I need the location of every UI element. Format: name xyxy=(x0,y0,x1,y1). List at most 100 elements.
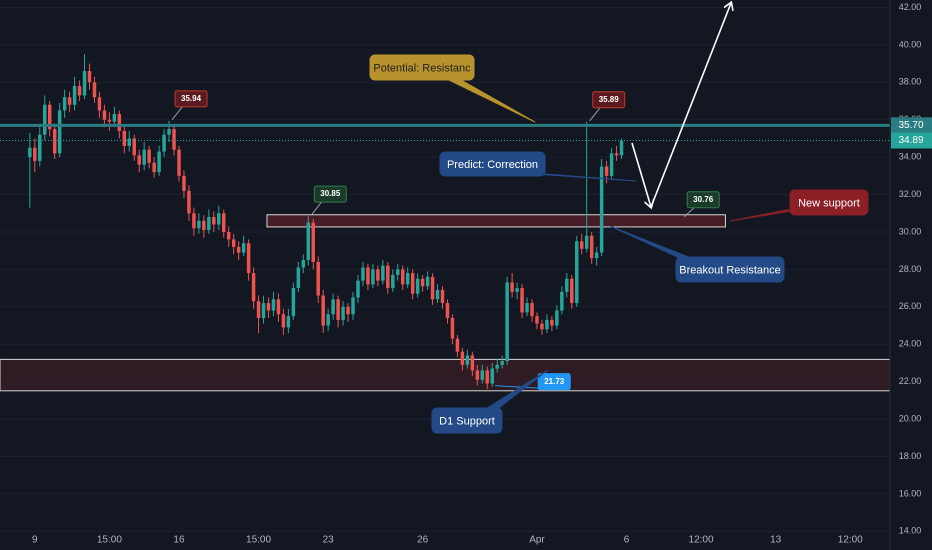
candle-body xyxy=(207,217,211,231)
candle-body xyxy=(127,138,132,146)
candle-body xyxy=(594,252,599,259)
candle-body xyxy=(579,241,584,249)
candle-body xyxy=(57,110,62,154)
candle-body xyxy=(326,314,330,326)
candle-body xyxy=(276,299,281,315)
candle-body xyxy=(435,289,440,300)
candle-body xyxy=(212,217,216,225)
candle-body xyxy=(167,129,171,135)
candle-body xyxy=(266,303,271,311)
annotation-box xyxy=(369,54,475,81)
candle-body xyxy=(162,134,166,152)
candle-body xyxy=(505,282,509,362)
callout-box xyxy=(686,191,720,209)
y-tick-label: 28.00 xyxy=(899,264,922,274)
candle-body xyxy=(47,104,52,130)
candle-body xyxy=(341,306,345,320)
candle-body xyxy=(604,166,609,176)
callout-label: 21.73 xyxy=(544,377,565,386)
callout-pointer xyxy=(683,206,696,218)
candle-body xyxy=(480,370,485,380)
candle-body xyxy=(231,239,236,247)
candle-body xyxy=(565,278,569,292)
y-tick-label: 32.00 xyxy=(899,189,922,199)
x-tick-label: 16 xyxy=(173,535,185,546)
candle-body xyxy=(490,368,494,384)
candle-body xyxy=(515,288,519,292)
candle-body xyxy=(172,129,176,150)
candle-body xyxy=(425,276,430,287)
candle-body xyxy=(316,261,320,296)
y-tick-label: 38.00 xyxy=(899,77,922,87)
candle-body xyxy=(361,267,365,281)
candle-body xyxy=(589,235,594,259)
candle-body xyxy=(560,291,564,311)
candle-body xyxy=(386,265,390,289)
candle-body xyxy=(555,310,559,326)
candle-body xyxy=(535,316,539,324)
annotation-text: Breakout Resistance xyxy=(679,264,781,276)
callout-box xyxy=(537,373,571,391)
candle-body xyxy=(241,243,246,253)
candle-body xyxy=(77,86,82,96)
callout-box xyxy=(313,185,347,203)
x-tick-label: 6 xyxy=(624,535,630,546)
zone xyxy=(266,214,726,228)
candle-body xyxy=(619,140,624,156)
candle-body xyxy=(391,275,395,289)
candle-body xyxy=(420,278,425,287)
candle-body xyxy=(187,190,191,214)
candle-body xyxy=(132,138,136,156)
candle-body xyxy=(381,265,385,281)
price-label: 35.70 xyxy=(898,120,923,131)
candle-body xyxy=(43,104,47,135)
last-price-box xyxy=(891,132,932,149)
last-price-label: 34.89 xyxy=(898,135,923,146)
candle-body xyxy=(291,288,296,317)
x-tick-label: 13 xyxy=(770,535,782,546)
candle-body xyxy=(400,269,405,285)
candle-body xyxy=(570,278,574,304)
candle-body xyxy=(396,269,400,275)
candle-body xyxy=(336,299,340,320)
zones xyxy=(0,214,891,392)
candle-body xyxy=(52,129,57,154)
candle-body xyxy=(346,306,350,315)
candle-body xyxy=(67,97,72,105)
candle-body xyxy=(107,119,112,122)
candle-body xyxy=(371,269,375,285)
candle-body xyxy=(122,130,127,146)
prediction-arrow-up xyxy=(650,3,731,208)
candle-body xyxy=(97,97,102,111)
callout-label: 35.94 xyxy=(181,94,202,103)
candle-body xyxy=(311,222,315,262)
annotation-text: Potential: Resistanc xyxy=(373,62,471,74)
y-tick-label: 22.00 xyxy=(899,376,922,386)
candle-body xyxy=(455,338,460,352)
candle-body xyxy=(112,114,117,122)
y-tick-label: 14.00 xyxy=(899,526,922,536)
candle-body xyxy=(495,364,499,369)
zone xyxy=(0,358,891,392)
candle-body xyxy=(246,243,251,274)
candle-body xyxy=(321,295,325,326)
prediction-arrow-down xyxy=(631,142,651,207)
candle-body xyxy=(281,314,286,328)
candle-body xyxy=(450,318,455,339)
y-tick-label: 26.00 xyxy=(899,301,922,311)
candle-body xyxy=(152,162,156,173)
candle-body xyxy=(197,220,201,229)
callout-pointer xyxy=(310,200,323,216)
candle-body xyxy=(366,267,370,285)
candle-body xyxy=(356,280,360,298)
candle-body xyxy=(351,297,355,315)
candle-body xyxy=(331,299,335,315)
candle-body xyxy=(251,273,256,302)
x-tick-label: 15:00 xyxy=(246,535,271,546)
candle-body xyxy=(475,370,480,380)
price-lines xyxy=(0,123,890,141)
candles xyxy=(28,54,624,390)
candle-body xyxy=(510,282,514,292)
candle-body xyxy=(530,303,534,317)
